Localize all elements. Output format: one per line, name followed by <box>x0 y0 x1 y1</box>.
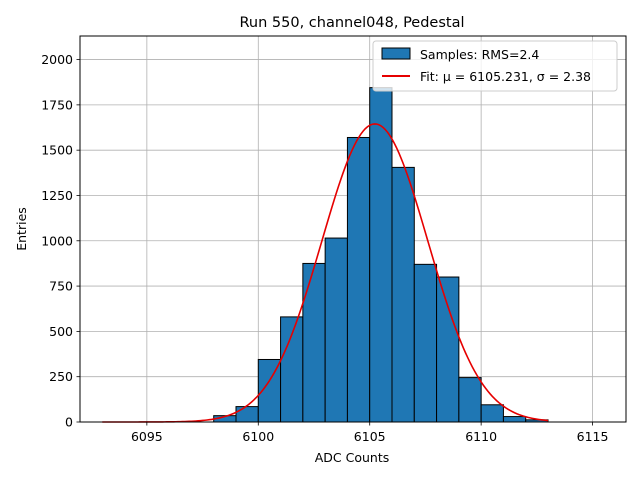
x-tick-label: 6115 <box>577 429 609 444</box>
histogram-bar <box>324 237 348 423</box>
histogram-bar <box>458 377 482 423</box>
y-tick-label: 1000 <box>41 233 73 248</box>
y-tick-label: 750 <box>49 279 73 294</box>
y-tick-label: 2000 <box>41 52 73 67</box>
histogram-bar <box>302 262 326 423</box>
histogram-bar <box>235 406 259 423</box>
histogram-bar <box>502 416 527 423</box>
histogram-bar <box>346 136 371 423</box>
legend-label-samples: Samples: RMS=2.4 <box>420 47 539 62</box>
y-tick-label: 0 <box>65 415 73 430</box>
x-axis-label: ADC Counts <box>315 450 390 465</box>
y-tick-label: 500 <box>49 324 73 339</box>
x-tick-label: 6105 <box>354 429 386 444</box>
axes-frame <box>79 35 627 423</box>
histogram-bar <box>369 87 393 423</box>
legend-swatch-samples <box>381 47 411 60</box>
histogram-bar <box>436 276 460 423</box>
legend-frame <box>372 40 618 92</box>
legend-label-fit: Fit: μ = 6105.231, σ = 2.38 <box>420 69 591 84</box>
y-tick-label: 250 <box>49 369 73 384</box>
histogram-bars <box>213 87 549 423</box>
y-axis-label: Entries <box>14 207 29 251</box>
y-tick-label: 1250 <box>41 188 73 203</box>
histogram-bar <box>391 166 415 423</box>
y-tick-label: 1500 <box>41 143 73 158</box>
histogram-bar <box>413 263 438 423</box>
x-tick-label: 6100 <box>242 429 274 444</box>
histogram-bar <box>480 404 504 423</box>
axis-ticks: 6095 6100 6105 6110 6115 0 250 500 750 1000 1250 15… <box>41 52 608 444</box>
y-tick-label: 1750 <box>41 97 73 112</box>
x-tick-label: 6110 <box>465 429 497 444</box>
chart-title: Run 550, channel048, Pedestal <box>239 15 464 31</box>
x-tick-label: 6095 <box>131 429 163 444</box>
legend: Samples: RMS=2.4 Fit: μ = 6105.231, σ = … <box>372 40 618 92</box>
